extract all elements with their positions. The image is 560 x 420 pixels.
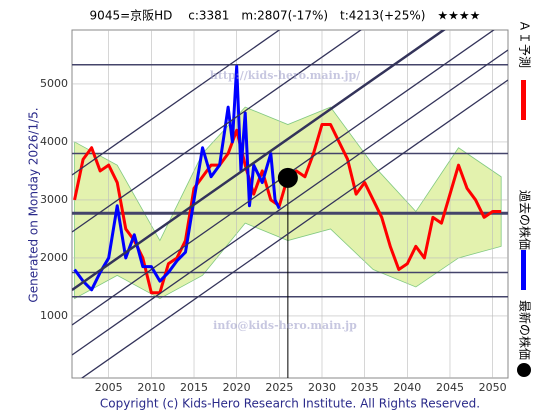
x-tick-label: 2010 [137,381,165,394]
trend-line [80,79,508,378]
trend-line [72,30,281,176]
trend-line [72,30,362,233]
watermark: http://kids-hero.main.jp/ [210,69,361,82]
trend-line [72,49,508,356]
x-tick-label: 2020 [223,381,251,394]
legend-swatch [521,80,526,120]
chart-title: 9045=京阪HD c:3381 m:2807(-17%) t:4213(+25… [90,9,481,23]
generated-label: Generated on Monday 2026/1/5. [27,107,41,302]
y-tick-label: 5000 [40,77,68,90]
y-tick-label: 3000 [40,193,68,206]
latest-point [277,167,298,188]
x-tick-label: 2005 [95,381,123,394]
trend-line [72,30,446,292]
y-tick-label: 2000 [40,251,68,264]
legend-swatch [517,363,531,377]
x-tick-label: 2045 [436,381,464,394]
trend-channels [72,30,508,378]
legend-label: 最新の株価 [518,300,533,360]
y-tick-label: 4000 [40,135,68,148]
legend-label: ＡＩ予測 [518,20,532,68]
legend-swatch [521,250,526,290]
watermark: info@kids-hero.main.jp [213,319,357,332]
x-tick-label: 2015 [180,381,208,394]
x-tick-label: 2050 [479,381,507,394]
x-tick-label: 2025 [265,381,293,394]
x-tick-label: 2035 [351,381,379,394]
x-tick-label: 2040 [393,381,421,394]
price-line [73,65,281,292]
x-tick-label: 2030 [308,381,336,394]
y-tick-label: 1000 [40,309,68,322]
footer: Copyright (c) Kids-Hero Research Institu… [100,397,480,411]
legend-label: 過去の株価 [518,190,533,250]
